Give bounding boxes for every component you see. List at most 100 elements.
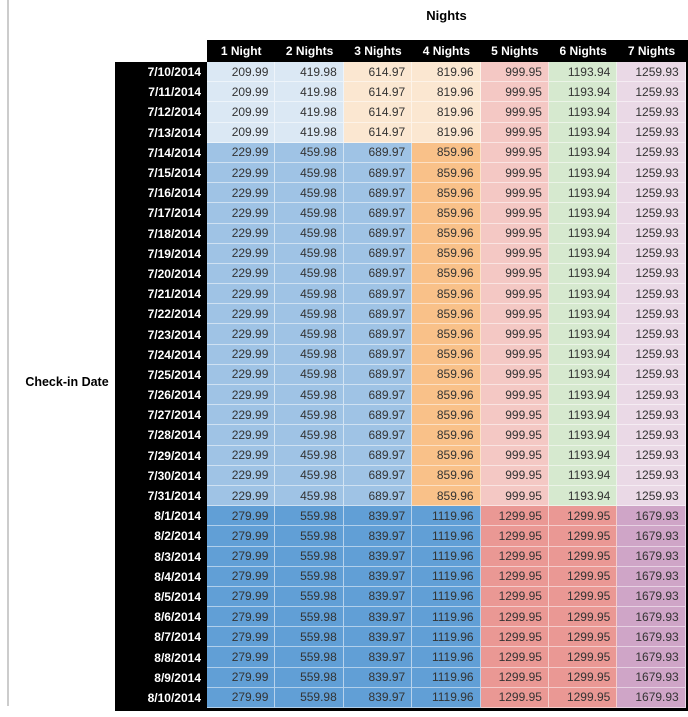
price-cell: 859.96 [412,385,481,406]
price-cell: 859.96 [412,485,481,507]
price-cell: 1193.94 [548,485,618,507]
price-cell: 614.97 [343,82,413,103]
price-cell: 229.99 [207,485,276,507]
price-cell: 229.99 [207,304,276,325]
price-cell: 1193.94 [548,465,618,486]
price-cell: 229.99 [207,324,276,345]
price-cell: 229.99 [207,344,276,365]
price-cell: 999.95 [480,243,549,264]
price-cell: 1193.94 [548,142,618,163]
price-cell: 999.95 [480,203,549,224]
price-cell: 1259.93 [617,62,686,83]
price-cell: 279.99 [207,506,276,527]
column-header: 4 Nights [412,40,481,62]
price-cell: 279.99 [207,566,276,587]
price-cell: 1259.93 [617,445,686,466]
price-cell: 1119.96 [412,607,481,628]
price-cell: 1259.93 [617,304,686,325]
price-cell: 459.98 [275,405,344,426]
price-cell: 279.99 [207,526,276,547]
price-cell: 559.98 [275,586,344,608]
price-cell: 1193.94 [548,385,618,406]
row-header-date: 7/15/2014 [115,162,207,184]
price-cell: 999.95 [480,142,549,163]
price-cell: 1193.94 [548,445,618,466]
price-cell: 1299.95 [548,627,618,648]
price-cell: 1259.93 [617,405,686,426]
price-cell: 859.96 [412,243,481,264]
price-cell: 459.98 [275,364,344,385]
row-header-date: 7/16/2014 [115,183,207,204]
price-cell: 1119.96 [412,667,481,688]
price-cell: 1259.93 [617,425,686,446]
price-cell: 1299.95 [480,546,549,567]
price-cell: 459.98 [275,142,344,163]
price-cell: 1299.95 [480,586,549,608]
price-cell: 859.96 [412,425,481,446]
price-cell: 1193.94 [548,344,618,365]
row-header-date: 7/10/2014 [115,62,207,83]
price-cell: 999.95 [480,122,549,143]
row-header-date: 7/14/2014 [115,142,207,163]
price-cell: 1193.94 [548,364,618,385]
price-cell: 229.99 [207,183,276,204]
price-cell: 1299.95 [480,566,549,587]
price-cell: 1119.96 [412,627,481,648]
price-cell: 689.97 [343,304,413,325]
price-cell: 229.99 [207,223,276,244]
sheet-gridline [7,0,9,706]
row-header-date: 7/30/2014 [115,465,207,486]
price-cell: 999.95 [480,385,549,406]
row-header-date: 7/11/2014 [115,82,207,103]
price-cell: 999.95 [480,263,549,285]
price-cell: 1679.93 [617,607,686,628]
price-cell: 819.96 [412,102,481,123]
price-cell: 1259.93 [617,183,686,204]
price-cell: 419.98 [275,82,344,103]
price-cell: 999.95 [480,324,549,345]
price-cell: 689.97 [343,162,413,184]
price-cell: 859.96 [412,203,481,224]
price-cell: 459.98 [275,183,344,204]
price-cell: 1193.94 [548,324,618,345]
price-cell: 839.97 [343,586,413,608]
column-header: 3 Nights [343,40,413,62]
price-cell: 559.98 [275,506,344,527]
price-cell: 859.96 [412,324,481,345]
price-cell: 1299.95 [480,647,549,668]
price-cell: 459.98 [275,162,344,184]
price-cell: 1259.93 [617,364,686,385]
price-cell: 209.99 [207,62,276,83]
price-cell: 1679.93 [617,546,686,567]
price-cell: 1193.94 [548,405,618,426]
price-cell: 689.97 [343,445,413,466]
price-cell: 839.97 [343,627,413,648]
price-cell: 559.98 [275,526,344,547]
price-cell: 859.96 [412,304,481,325]
price-cell: 419.98 [275,122,344,143]
price-cell: 1259.93 [617,485,686,507]
price-cell: 559.98 [275,627,344,648]
price-cell: 1259.93 [617,465,686,486]
price-cell: 229.99 [207,385,276,406]
row-header-date: 8/7/2014 [115,627,207,648]
price-cell: 1119.96 [412,506,481,527]
price-cell: 689.97 [343,344,413,365]
price-cell: 1679.93 [617,506,686,527]
price-cell: 1193.94 [548,82,618,103]
price-cell: 839.97 [343,566,413,587]
price-cell: 689.97 [343,223,413,244]
price-cell: 1299.95 [548,506,618,527]
price-cell: 459.98 [275,304,344,325]
price-cell: 1193.94 [548,62,618,83]
price-cell: 1259.93 [617,102,686,123]
price-cell: 999.95 [480,62,549,83]
price-cell: 1299.95 [548,667,618,688]
price-cell: 1259.93 [617,142,686,163]
price-cell: 459.98 [275,425,344,446]
price-cell: 459.98 [275,385,344,406]
price-cell: 999.95 [480,82,549,103]
table-title: Nights [426,8,467,23]
row-header-date: 8/6/2014 [115,607,207,628]
row-header-date: 7/25/2014 [115,364,207,385]
